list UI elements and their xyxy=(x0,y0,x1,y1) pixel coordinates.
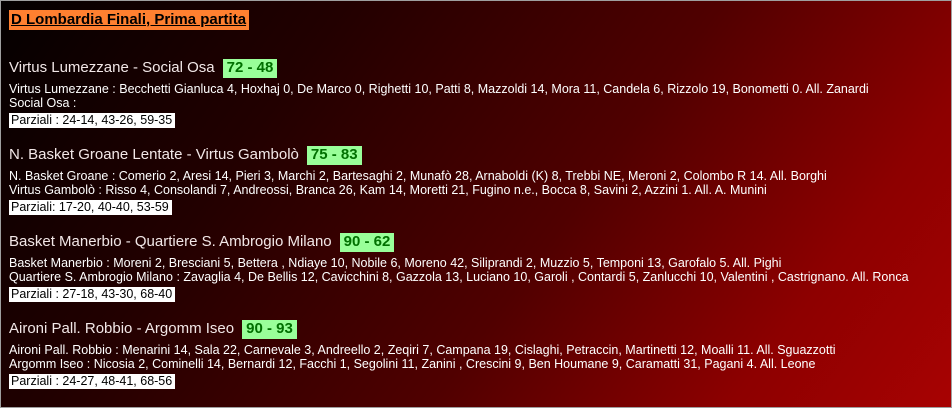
match-result-3: Basket Manerbio - Quartiere S. Ambrogio … xyxy=(9,232,945,302)
partials-row: Parziali : 24-14, 43-26, 59-35 xyxy=(9,112,945,128)
score-badge: 75 - 83 xyxy=(306,146,362,165)
away-roster-line: Argomm Iseo : Nicosia 2, Cominelli 14, B… xyxy=(9,356,816,371)
partials-row: Parziali : 24-27, 48-41, 68-56 xyxy=(9,373,945,389)
match-result-1: Virtus Lumezzane - Social Osa 72 - 48 Vir… xyxy=(9,58,945,128)
partials-row: Parziali : 27-18, 43-30, 68-40 xyxy=(9,286,945,302)
away-roster-line: Virtus Gambolò : Risso 4, Consolandi 7, … xyxy=(9,182,767,197)
match-result-4: Aironi Pall. Robbio - Argomm Iseo 90 - 93… xyxy=(9,319,945,389)
match-header: Basket Manerbio - Quartiere S. Ambrogio … xyxy=(9,232,945,252)
match-results-list: Virtus Lumezzane - Social Osa 72 - 48 Vir… xyxy=(9,58,945,389)
match-result-2: N. Basket Groane Lentate - Virtus Gambol… xyxy=(9,145,945,215)
match-header: N. Basket Groane Lentate - Virtus Gambol… xyxy=(9,145,945,165)
match-header: Virtus Lumezzane - Social Osa 72 - 48 xyxy=(9,58,945,78)
partials-badge: Parziali : 27-18, 43-30, 68-40 xyxy=(9,287,176,302)
page-title-link[interactable]: D Lombardia Finali, Prima partita xyxy=(9,10,250,30)
partials-row: Parziali: 17-20, 40-40, 53-59 xyxy=(9,199,945,215)
score-badge: 72 - 48 xyxy=(222,59,278,78)
score-badge: 90 - 62 xyxy=(339,233,395,252)
home-roster-line: Basket Manerbio : Moreni 2, Bresciani 5,… xyxy=(9,256,782,270)
home-roster-line: N. Basket Groane : Comerio 2, Aresi 14, … xyxy=(9,169,827,183)
score-badge: 90 - 93 xyxy=(242,320,297,339)
home-roster-line: Aironi Pall. Robbio : Menarini 14, Sala … xyxy=(9,343,836,357)
home-roster-line: Virtus Lumezzane : Becchetti Gianluca 4,… xyxy=(9,82,869,96)
match-teams: Basket Manerbio - Quartiere S. Ambrogio … xyxy=(9,233,332,250)
away-roster-line: Social Osa : xyxy=(9,95,77,110)
match-teams: Virtus Lumezzane - Social Osa xyxy=(9,59,215,76)
match-teams: N. Basket Groane Lentate - Virtus Gambol… xyxy=(9,146,299,163)
match-teams: Aironi Pall. Robbio - Argomm Iseo xyxy=(9,320,235,337)
partials-badge: Parziali : 24-14, 43-26, 59-35 xyxy=(9,113,176,128)
match-header: Aironi Pall. Robbio - Argomm Iseo 90 - 93 xyxy=(9,319,945,339)
partials-badge: Parziali: 17-20, 40-40, 53-59 xyxy=(9,200,172,215)
away-roster-line: Quartiere S. Ambrogio Milano : Zavaglia … xyxy=(9,269,909,284)
partials-badge: Parziali : 24-27, 48-41, 68-56 xyxy=(9,374,176,389)
